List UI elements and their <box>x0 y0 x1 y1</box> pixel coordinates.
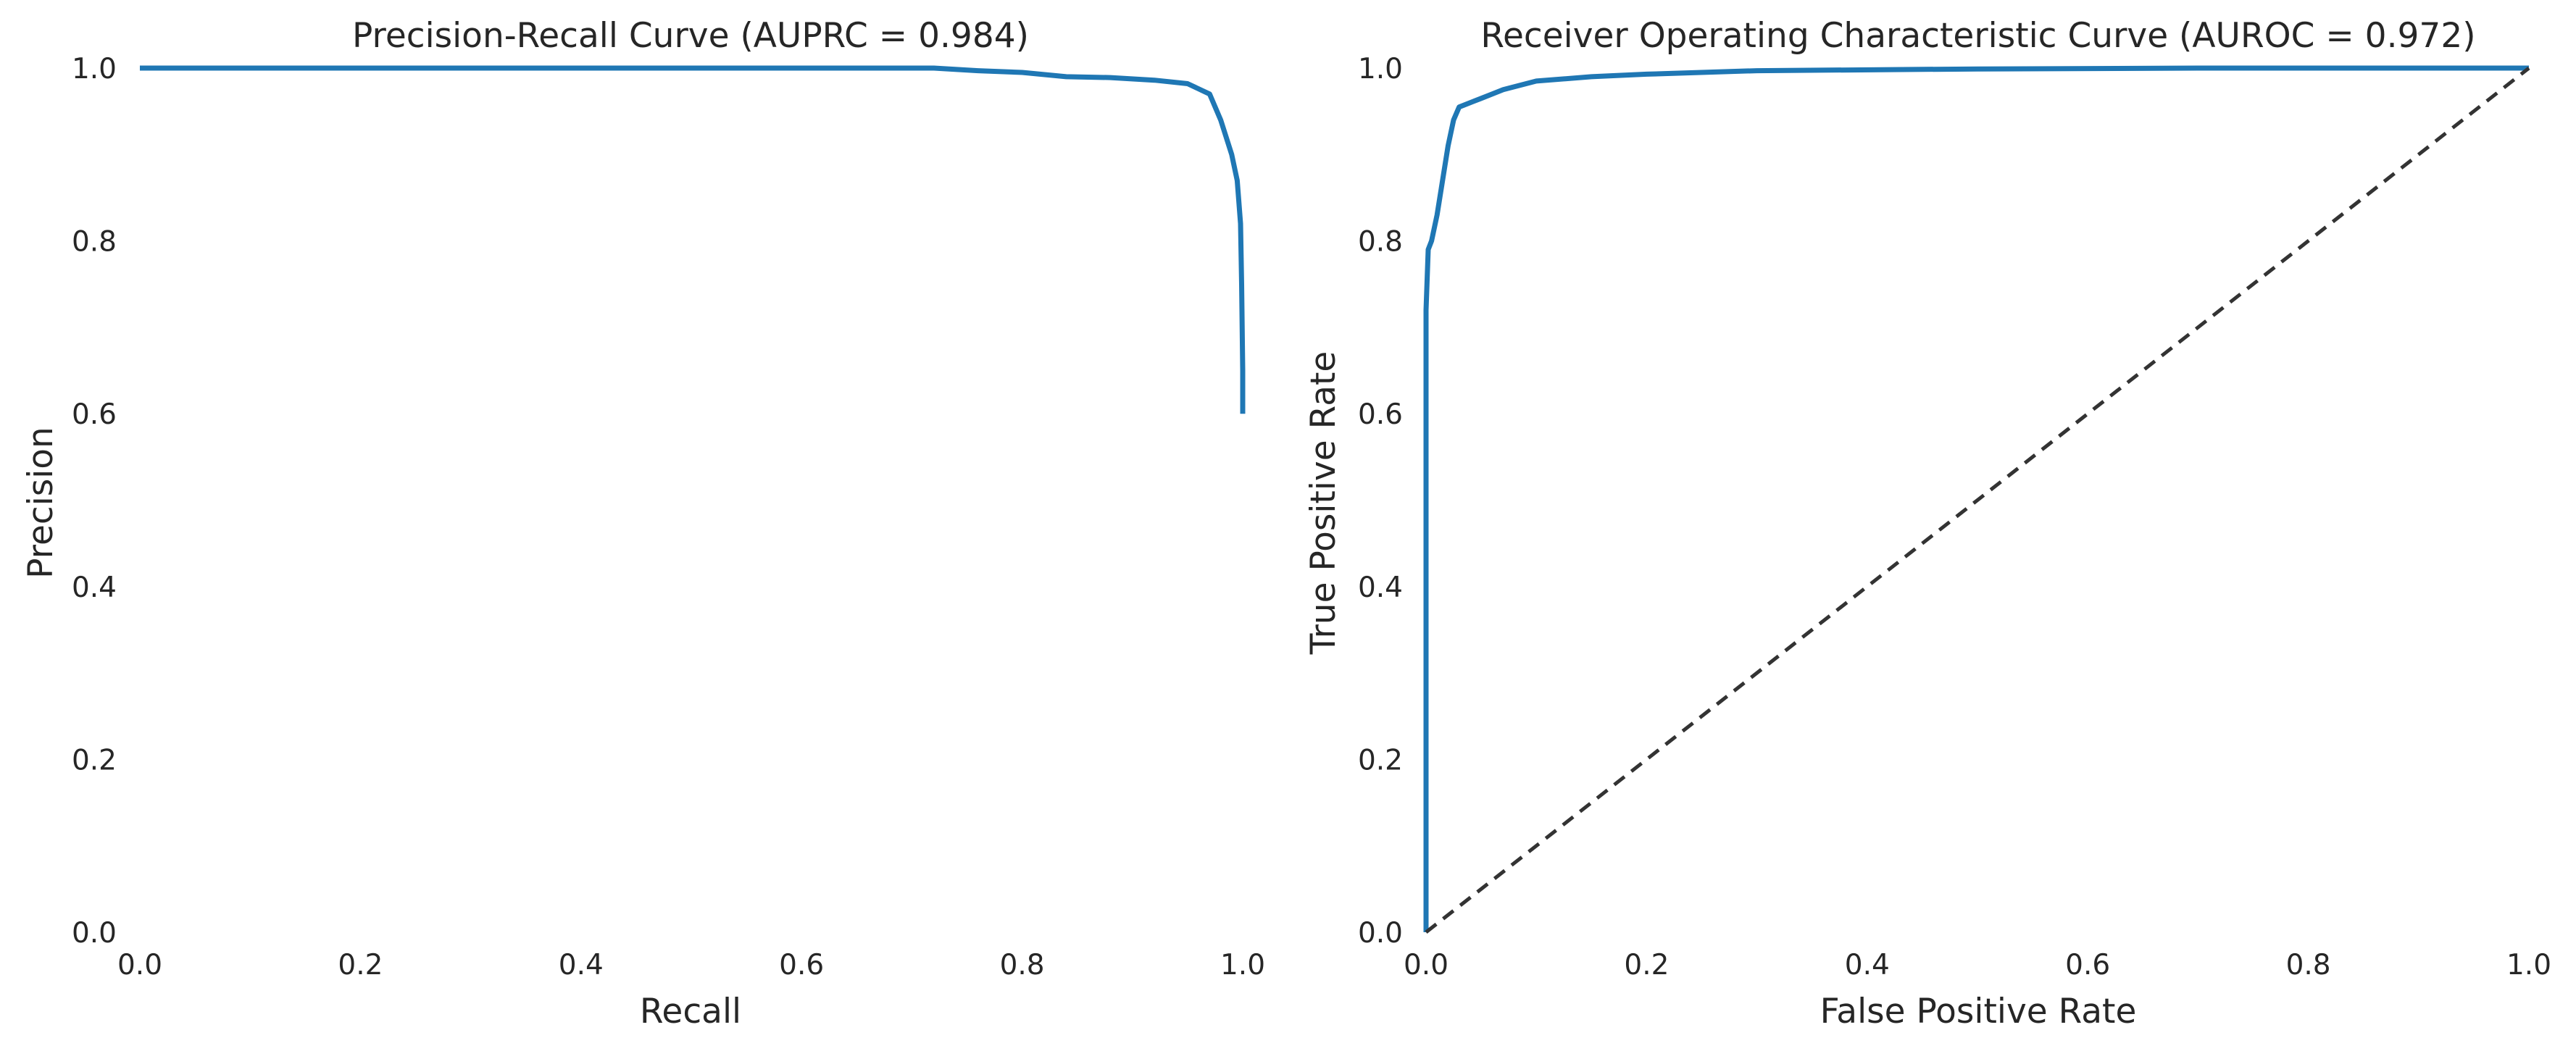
pr-y-tick-label: 0.0 <box>72 917 117 950</box>
pr-x-tick-label: 0.2 <box>338 949 383 981</box>
pr-curve-line <box>140 65 1246 414</box>
pr-x-axis-label: Recall <box>640 992 741 1031</box>
roc-x-axis-label: False Positive Rate <box>1820 992 2137 1031</box>
pr-x-ticks: 0.0 0.2 0.4 0.6 0.8 1.0 <box>117 949 1265 981</box>
roc-y-ticks: 0.0 0.2 0.4 0.6 0.8 1.0 <box>1358 53 1403 950</box>
roc-panel: Receiver Operating Characteristic Curve … <box>1304 16 2551 1031</box>
roc-x-tick-label: 0.4 <box>1845 949 1890 981</box>
roc-x-tick-label: 0.0 <box>1404 949 1449 981</box>
pr-y-tick-label: 0.2 <box>72 744 117 776</box>
roc-x-tick-label: 0.8 <box>2286 949 2331 981</box>
roc-x-tick-label: 0.2 <box>1624 949 1669 981</box>
roc-y-tick-label: 0.8 <box>1358 226 1403 259</box>
roc-y-tick-label: 0.4 <box>1358 571 1403 604</box>
pr-x-tick-label: 1.0 <box>1220 949 1265 981</box>
precision-recall-panel: Precision-Recall Curve (AUPRC = 0.984) R… <box>21 16 1265 1031</box>
roc-y-tick-label: 0.0 <box>1358 917 1403 950</box>
roc-chart-title: Receiver Operating Characteristic Curve … <box>1480 16 2475 56</box>
pr-series-group <box>140 65 1246 414</box>
roc-diagonal-reference-line <box>1425 67 2530 934</box>
pr-y-tick-label: 0.8 <box>72 226 117 259</box>
roc-x-tick-label: 0.6 <box>2065 949 2110 981</box>
pr-y-axis-label: Precision <box>21 427 61 579</box>
roc-y-tick-label: 1.0 <box>1358 53 1403 85</box>
roc-curve-line <box>1423 65 2529 932</box>
pr-y-tick-label: 0.4 <box>72 571 117 604</box>
roc-x-ticks: 0.0 0.2 0.4 0.6 0.8 1.0 <box>1404 949 2551 981</box>
pr-x-tick-label: 0.0 <box>117 949 162 981</box>
roc-y-tick-label: 0.6 <box>1358 398 1403 431</box>
roc-y-tick-label: 0.2 <box>1358 744 1403 776</box>
roc-x-tick-label: 1.0 <box>2506 949 2551 981</box>
pr-x-tick-label: 0.4 <box>559 949 604 981</box>
pr-y-tick-label: 1.0 <box>72 53 117 85</box>
pr-y-tick-label: 0.6 <box>72 398 117 431</box>
roc-series-group <box>1423 65 2530 934</box>
roc-y-axis-label: True Positive Rate <box>1304 351 1343 656</box>
pr-chart-title: Precision-Recall Curve (AUPRC = 0.984) <box>352 16 1029 56</box>
pr-y-ticks: 0.0 0.2 0.4 0.6 0.8 1.0 <box>72 53 117 950</box>
pr-x-tick-label: 0.6 <box>779 949 824 981</box>
pr-x-tick-label: 0.8 <box>1000 949 1045 981</box>
